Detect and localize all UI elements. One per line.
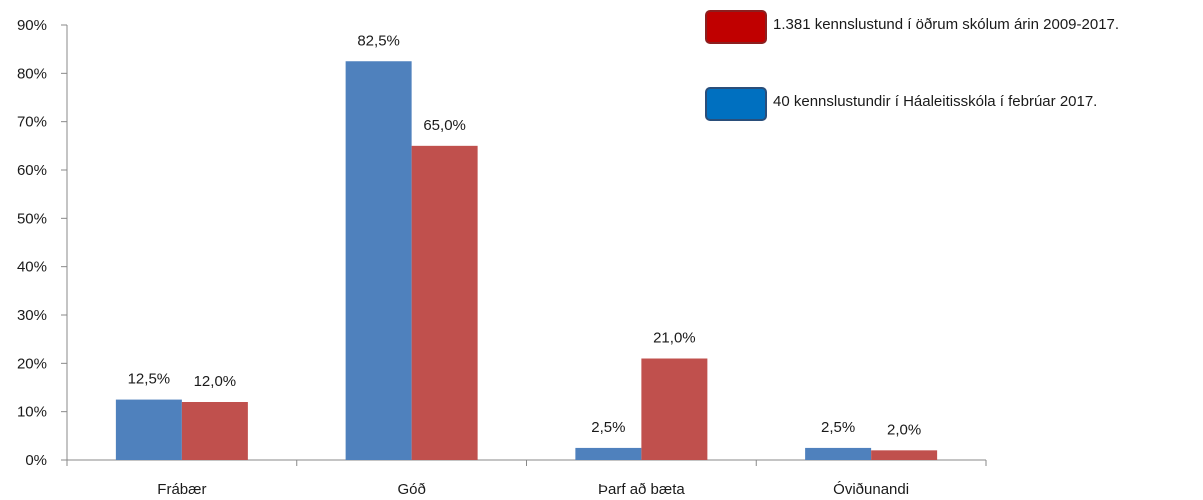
data-label: 2,5% <box>821 419 855 436</box>
bar-blue-2 <box>575 447 642 460</box>
y-tick-label: 0% <box>25 452 47 469</box>
x-tick-label: Frábær <box>157 481 206 498</box>
data-label: 65,0% <box>423 117 466 134</box>
data-label: 12,0% <box>194 373 237 390</box>
x-tick-label: Góð <box>397 481 425 498</box>
data-label: 2,0% <box>887 421 921 438</box>
x-tick-label: Óviðunandi <box>833 481 909 498</box>
bar-red-0 <box>181 402 248 460</box>
legend-swatch-red <box>705 10 767 44</box>
chart-bars <box>115 61 938 461</box>
y-tick-label: 30% <box>17 307 47 324</box>
data-label: 2,5% <box>591 419 625 436</box>
y-tick-label: 50% <box>17 210 47 227</box>
bar-blue-1 <box>345 61 412 460</box>
y-tick-label: 10% <box>17 404 47 421</box>
legend-item-red: 1.381 kennslustund í öðrum skólum árin 2… <box>705 10 1200 46</box>
x-tick-label: Þarf að bæta <box>598 481 685 498</box>
data-label: 82,5% <box>357 32 400 49</box>
legend-label-blue: 40 kennslustundir í Háaleitisskóla í feb… <box>773 93 1098 110</box>
bar-blue-3 <box>805 447 872 460</box>
y-tick-label: 20% <box>17 355 47 372</box>
y-tick-label: 60% <box>17 162 47 179</box>
y-tick-label: 40% <box>17 259 47 276</box>
bar-red-3 <box>871 450 938 460</box>
bar-blue-0 <box>115 399 182 460</box>
bar-red-1 <box>411 145 478 461</box>
y-tick-label: 70% <box>17 114 47 131</box>
y-tick-label: 90% <box>17 17 47 34</box>
legend-swatch-blue <box>705 87 767 121</box>
chart-axes: 0% 10% 20% 30% 40% 50% 60% 70% 80% 90% Frábær Góð Þa… <box>17 17 987 498</box>
y-tick-label: 80% <box>17 65 47 82</box>
legend-item-blue: 40 kennslustundir í Háaleitisskóla í feb… <box>705 87 1200 123</box>
legend-label-red: 1.381 kennslustund í öðrum skólum árin 2… <box>773 16 1120 33</box>
bar-red-2 <box>641 358 708 460</box>
chart-data-labels: 12,5% 12,0% 82,5% 65,0% 2,5% 21,0% 2,5% 2,0% <box>128 32 922 438</box>
data-label: 21,0% <box>653 330 696 347</box>
data-label: 12,5% <box>128 371 171 388</box>
